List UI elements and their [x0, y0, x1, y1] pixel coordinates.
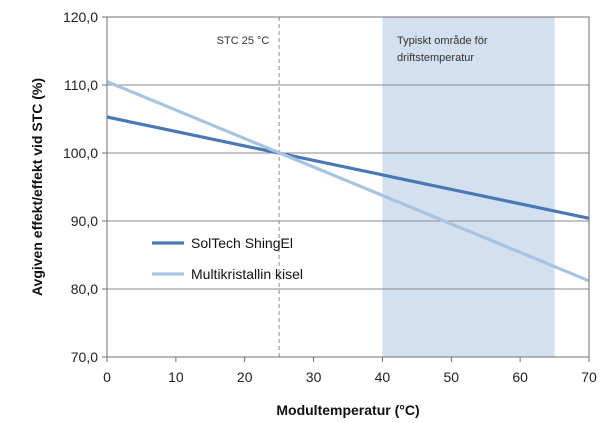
legend-label-1: Multikristallin kisel [191, 266, 303, 282]
x-tick-label: 0 [103, 369, 111, 385]
x-tick-label: 60 [512, 369, 528, 385]
y-axis-title: Avgiven effekt/effekt vid STC (%) [29, 78, 45, 296]
y-tick-label: 90,0 [71, 213, 98, 229]
region-label-line1: Typiskt område för [397, 35, 488, 47]
series-line-1 [106, 80, 590, 283]
legend-label-0: SolTech ShingEl [191, 235, 293, 251]
region-label-line2: driftstemperatur [397, 52, 474, 64]
x-tick-label: 20 [237, 369, 253, 385]
y-tick-label: 70,0 [71, 349, 98, 365]
x-axis-title: Modultemperatur (°C) [276, 402, 419, 418]
x-tick-label: 10 [168, 369, 184, 385]
series-line-0 [106, 115, 590, 220]
y-tick-label: 100,0 [63, 145, 98, 161]
x-tick-label: 70 [581, 369, 597, 385]
x-tick-label: 40 [375, 369, 391, 385]
x-tick-label: 50 [443, 369, 459, 385]
y-tick-label: 110,0 [64, 77, 98, 93]
plot-frame [106, 16, 590, 358]
stc-label: STC 25 °C [217, 35, 270, 47]
y-tick-label: 80,0 [71, 281, 98, 297]
shaded-region [382, 17, 555, 357]
y-tick-label: 120,0 [63, 9, 98, 25]
x-tick-label: 30 [306, 369, 322, 385]
